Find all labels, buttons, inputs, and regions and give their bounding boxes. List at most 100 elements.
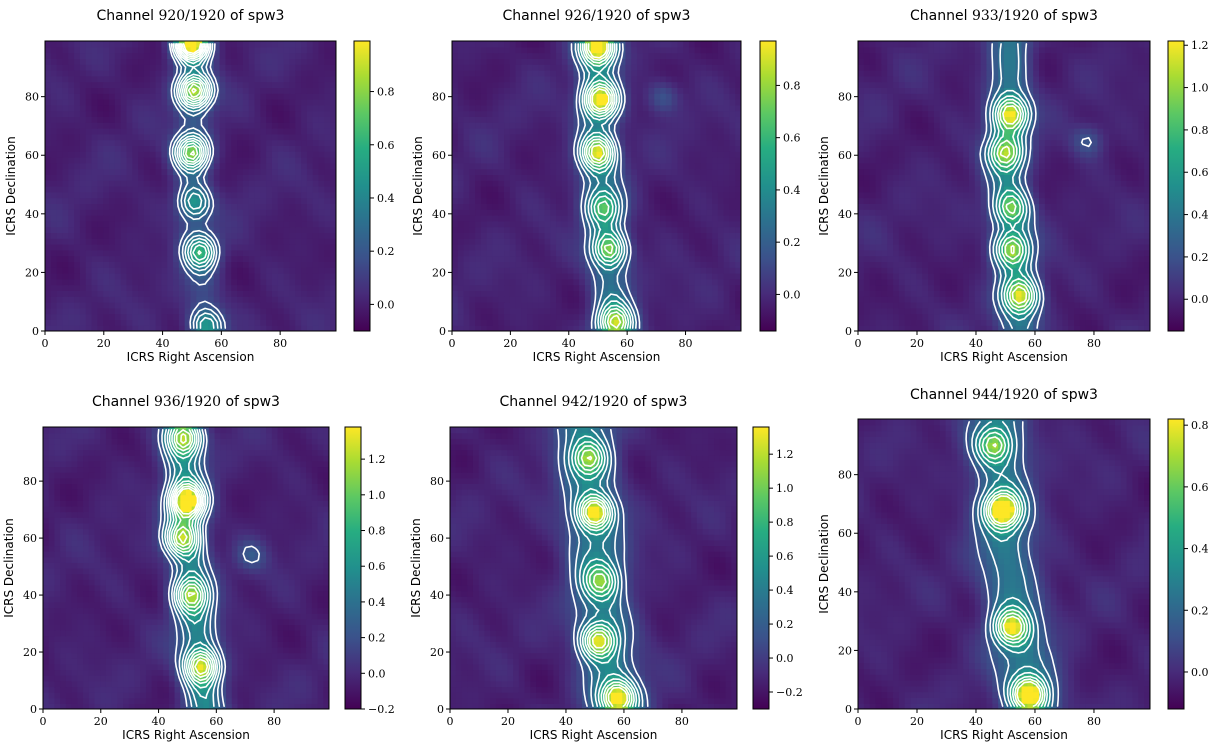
heatmap-cell	[556, 99, 563, 106]
heatmap-cell	[219, 215, 227, 222]
heatmap-cell	[509, 278, 517, 286]
heatmap-cell	[556, 75, 563, 83]
heatmap-cell	[283, 93, 291, 100]
heatmap-cell	[532, 139, 540, 146]
heatmap-cell	[120, 209, 128, 216]
heatmap-cell	[596, 75, 603, 83]
heatmap-cell	[196, 255, 203, 262]
heatmap-cell	[306, 46, 314, 54]
heatmap-cell	[242, 157, 250, 164]
heatmap-cell	[289, 75, 296, 83]
heatmap-cell	[248, 267, 256, 274]
heatmap-cell	[550, 191, 557, 199]
heatmap-cell	[498, 313, 505, 320]
heatmap-cell	[242, 133, 250, 141]
heatmap-cell	[463, 174, 470, 181]
heatmap-cell	[50, 151, 58, 158]
heatmap-cell	[567, 238, 574, 245]
heatmap-cell	[155, 186, 162, 193]
heatmap-cell	[173, 93, 180, 100]
heatmap-cell	[173, 186, 180, 193]
heatmap-cell	[677, 302, 684, 309]
heatmap-cell	[237, 319, 244, 326]
heatmap-cell	[132, 244, 139, 251]
heatmap-cell	[196, 58, 203, 65]
heatmap-cell	[74, 325, 81, 331]
heatmap-cell	[103, 174, 110, 181]
heatmap-cell	[143, 128, 151, 135]
heatmap-cell	[219, 220, 227, 228]
heatmap-cell	[225, 209, 232, 216]
heatmap-cell	[324, 93, 331, 100]
heatmap-cell	[248, 215, 256, 222]
heatmap-cell	[735, 122, 741, 129]
heatmap-cell	[475, 99, 482, 106]
heatmap-cell	[480, 278, 488, 286]
heatmap-cell	[671, 122, 679, 129]
heatmap-cell	[475, 296, 482, 303]
heatmap-cell	[642, 307, 650, 315]
heatmap-cell	[498, 116, 505, 123]
heatmap-cell	[231, 249, 238, 257]
heatmap-cell	[126, 81, 133, 88]
heatmap-cell	[85, 249, 93, 257]
heatmap-cell	[631, 278, 638, 286]
contour-level	[174, 43, 215, 329]
heatmap-cell	[306, 145, 314, 152]
heatmap-cell	[625, 203, 632, 210]
heatmap-cell	[579, 226, 586, 233]
heatmap-cell	[712, 238, 719, 245]
heatmap-cell	[330, 296, 336, 303]
heatmap-cell	[654, 151, 661, 158]
heatmap-cell	[289, 70, 296, 77]
heatmap-cell	[143, 302, 151, 309]
heatmap-cell	[143, 145, 151, 152]
heatmap-cell	[463, 313, 470, 320]
heatmap-cell	[573, 151, 580, 158]
heatmap-cell	[613, 174, 621, 181]
heatmap-cell	[301, 249, 308, 257]
heatmap-cell	[91, 145, 98, 152]
heatmap-cell	[132, 52, 139, 59]
heatmap-cell	[330, 75, 336, 83]
heatmap-cell	[126, 64, 133, 71]
heatmap-cell	[712, 122, 719, 129]
heatmap-cell	[283, 249, 291, 257]
heatmap-cell	[538, 75, 546, 83]
heatmap-cell	[625, 267, 632, 274]
heatmap-cell	[613, 191, 621, 199]
heatmap-cell	[184, 122, 192, 129]
heatmap-cell	[538, 249, 546, 257]
heatmap-cell	[527, 110, 534, 117]
heatmap-cell	[295, 122, 302, 129]
heatmap-cell	[457, 226, 465, 233]
heatmap-cell	[660, 255, 667, 262]
heatmap-cell	[254, 249, 261, 257]
heatmap-cell	[717, 157, 725, 164]
heatmap-cell	[688, 209, 696, 216]
heatmap-cell	[636, 133, 644, 141]
heatmap-cell	[271, 238, 279, 245]
heatmap-cell	[330, 139, 336, 146]
heatmap-cell	[521, 46, 528, 54]
heatmap-cell	[498, 215, 505, 222]
title-channel: 920/1920	[158, 8, 225, 24]
heatmap-cell	[68, 70, 75, 77]
heatmap-cell	[103, 99, 110, 106]
heatmap-cell	[665, 70, 673, 77]
heatmap-cell	[463, 52, 470, 59]
heatmap-cell	[631, 215, 638, 222]
heatmap-cell	[318, 226, 325, 233]
heatmap-cell	[85, 307, 93, 315]
heatmap-cell	[103, 232, 110, 239]
heatmap-cell	[648, 313, 655, 320]
heatmap-cell	[237, 128, 244, 135]
heatmap-cell	[289, 267, 296, 274]
heatmap-cell	[85, 151, 93, 158]
heatmap-cell	[260, 284, 267, 291]
heatmap-cell	[149, 87, 157, 94]
heatmap-cell	[161, 302, 168, 309]
heatmap-cell	[694, 70, 702, 77]
heatmap-cell	[213, 46, 221, 54]
heatmap-cell	[91, 104, 98, 112]
